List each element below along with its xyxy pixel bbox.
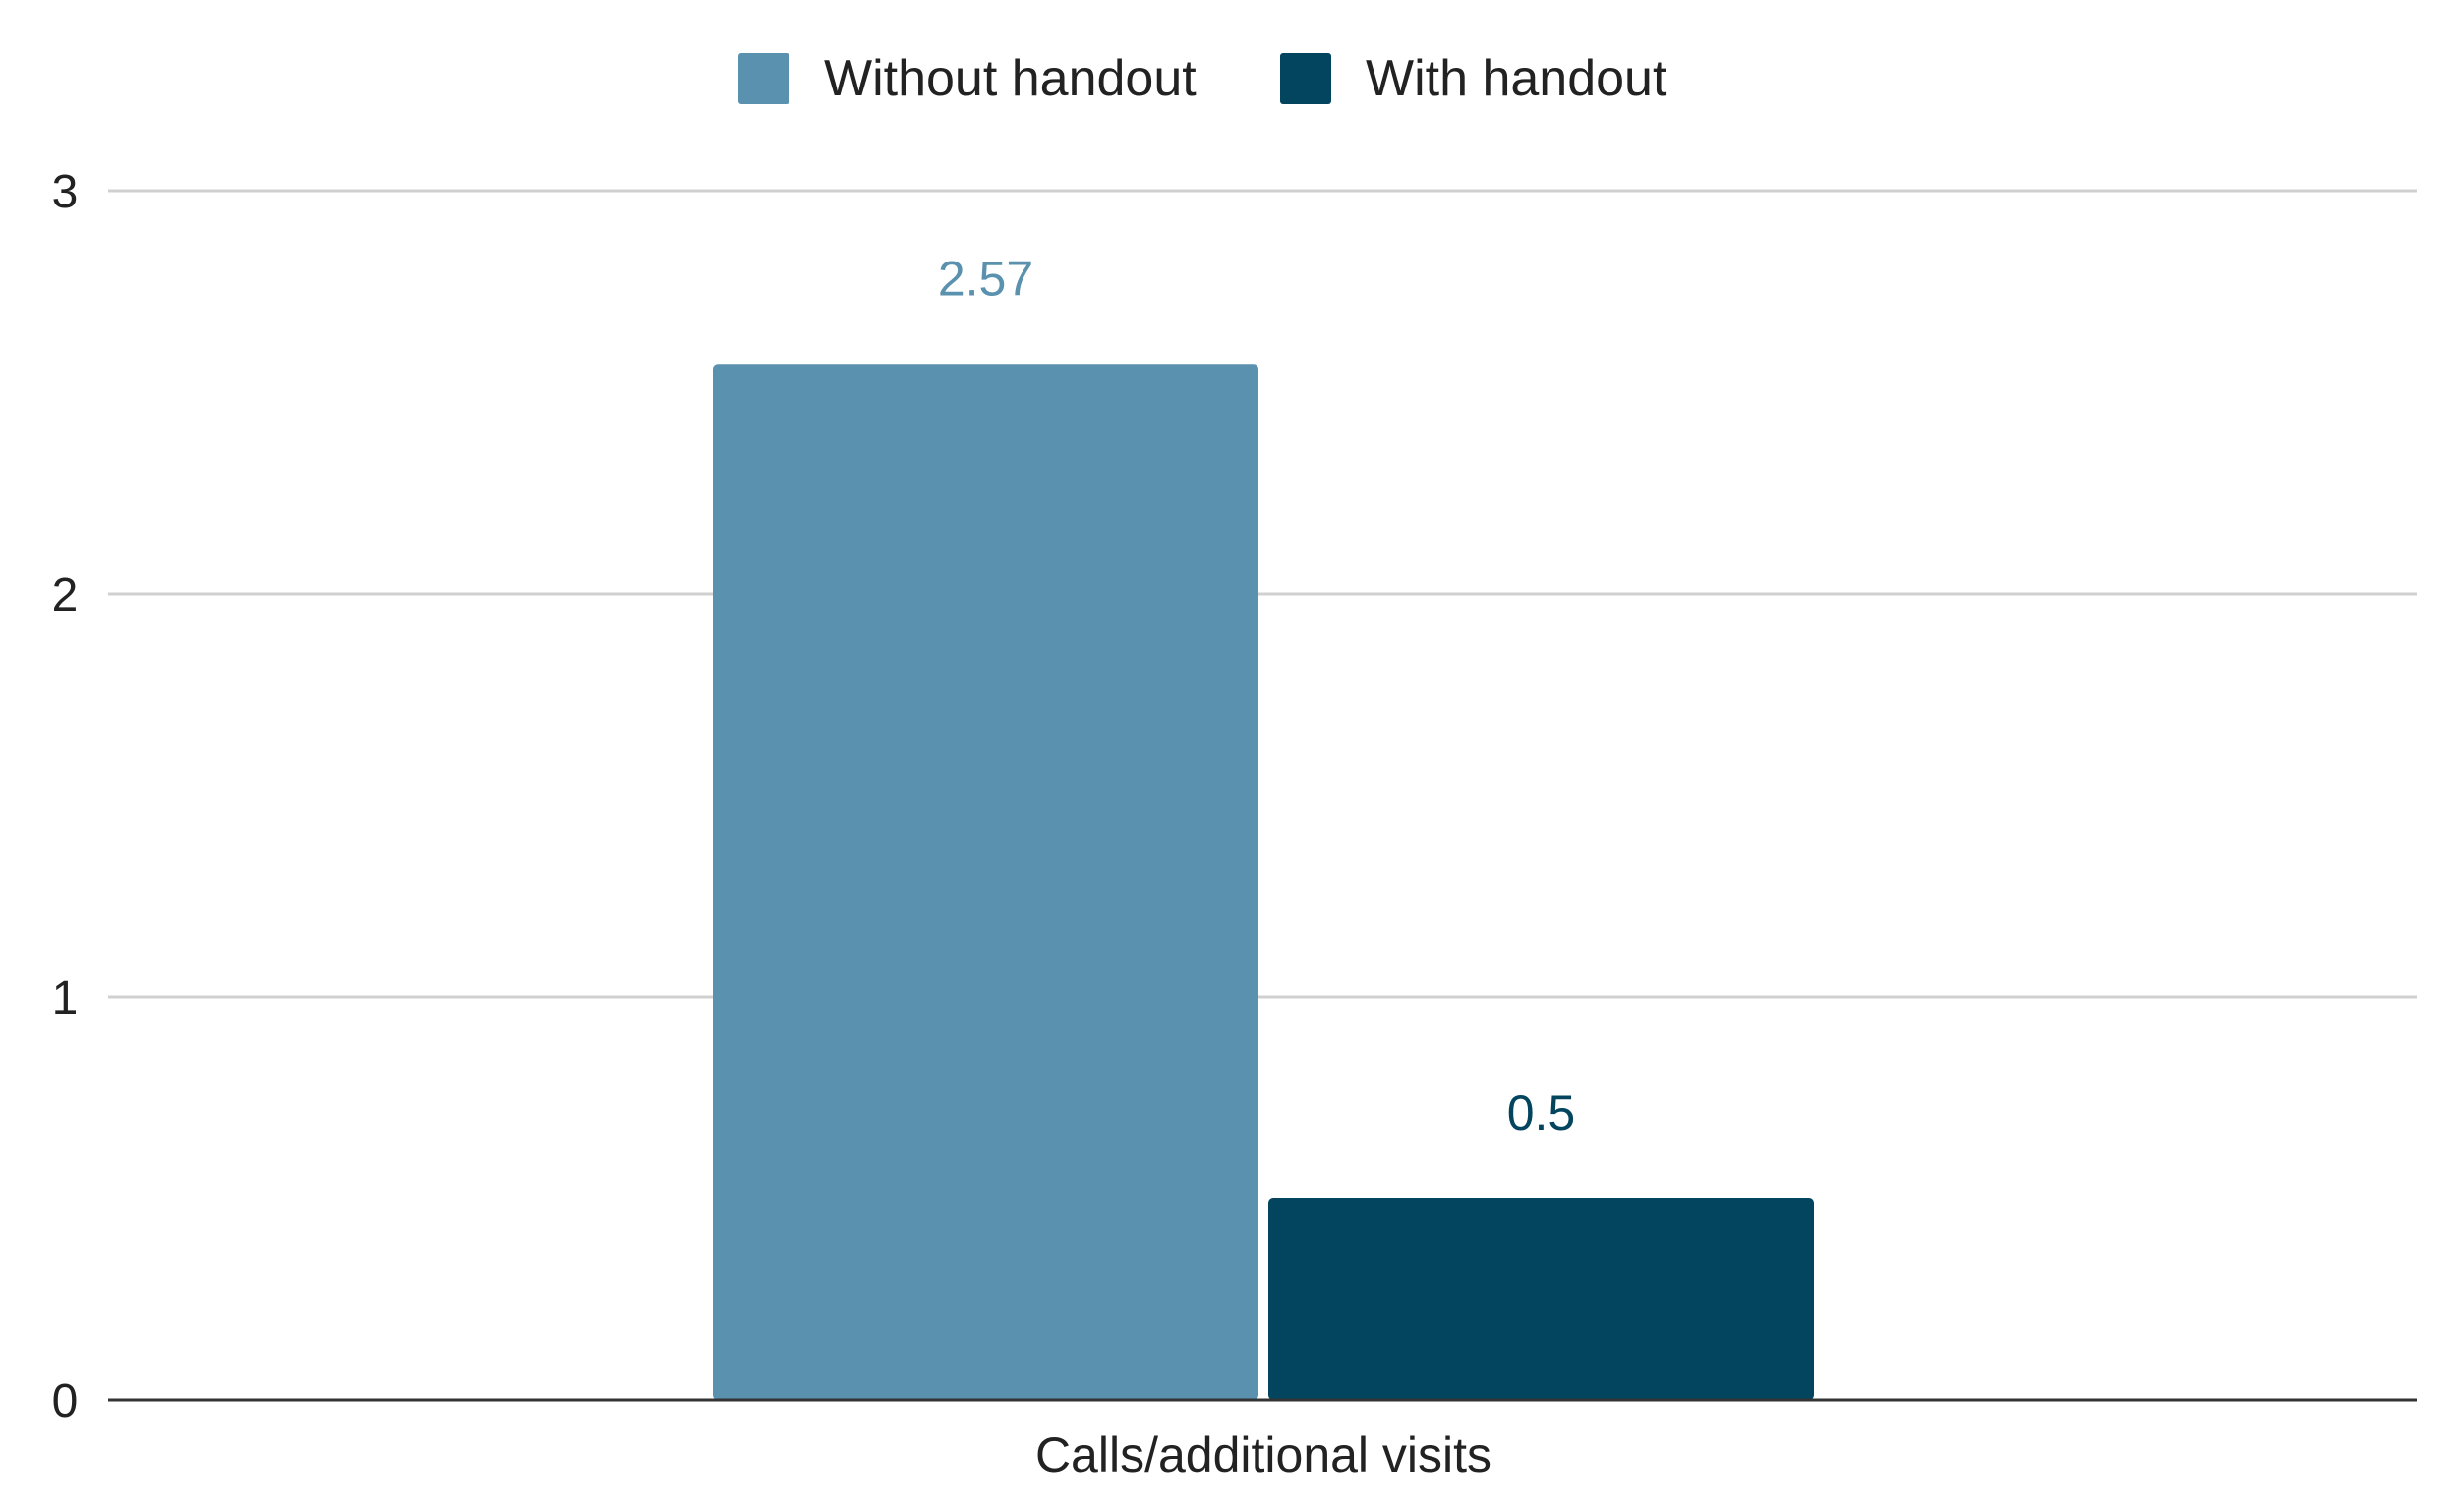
legend-swatch [1280,53,1331,104]
x-tick-label: Calls/additional visits [1035,1427,1491,1483]
data-label: 2.57 [938,251,1033,306]
bars [713,364,1814,1400]
legend-label: Without handout [824,50,1197,107]
data-label: 0.5 [1507,1085,1576,1140]
labels: 2.57 0.5 Calls/additional visits [938,251,1575,1483]
legend-swatch [738,53,789,104]
y-tick-label: 2 [52,569,79,621]
legend-label: With handout [1366,50,1667,107]
y-tick-label: 3 [52,166,79,218]
y-tick-label: 1 [52,972,79,1024]
gridlines [108,189,2417,999]
legend: Without handout With handout [738,50,1667,107]
axes: 0 1 2 3 [52,166,2417,1427]
y-tick-label: 0 [52,1375,79,1427]
bar-with-handout [1268,1198,1814,1400]
bar-without-handout [713,364,1258,1400]
